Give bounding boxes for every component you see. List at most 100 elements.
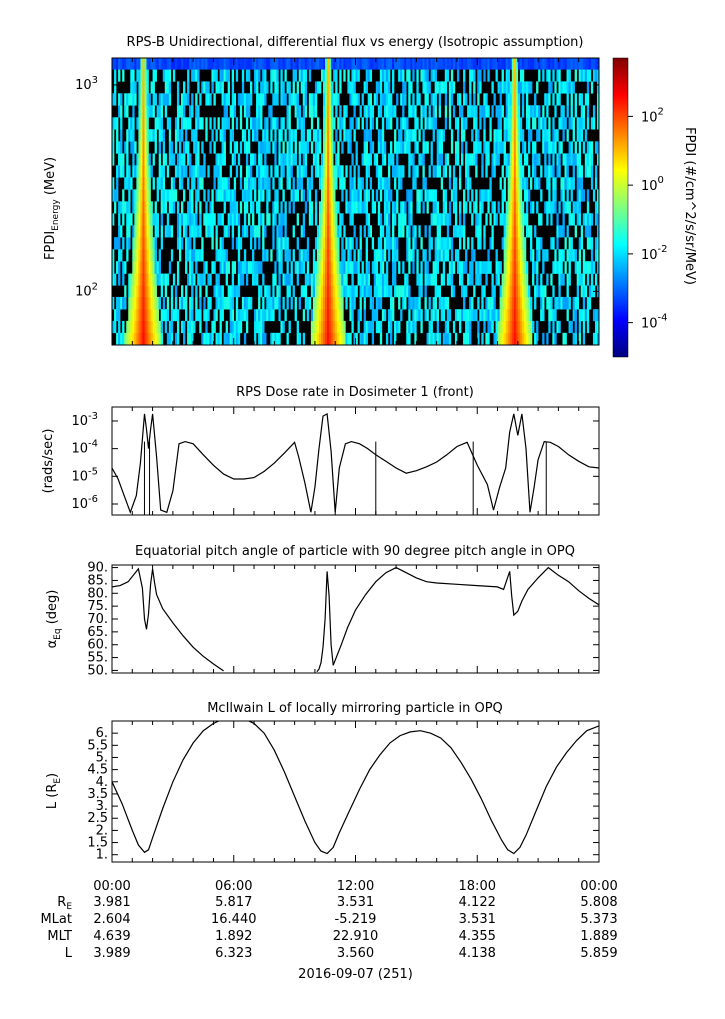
spectrogram-cell [503, 273, 506, 286]
spectrogram-cell [519, 309, 523, 322]
spectrogram-cell [375, 273, 379, 286]
spectrogram-cell [493, 141, 496, 154]
spectrogram-cell [345, 332, 348, 345]
spectrogram-cell [258, 141, 261, 154]
spectrogram-cell [588, 58, 592, 70]
spectrogram-cell [187, 177, 190, 190]
spectrogram-cell [578, 153, 582, 166]
spectrogram-cell [493, 93, 496, 106]
spectrogram-cell [402, 296, 405, 310]
spectrogram-cell [233, 213, 237, 226]
spectrogram-cell [485, 332, 488, 345]
spectrogram-cell [136, 117, 139, 130]
spectrogram-cell [219, 309, 222, 322]
spectrogram-cell [485, 309, 488, 322]
spectrogram-cell [349, 285, 352, 298]
spectrogram-cell [290, 189, 293, 202]
spectrogram-cell [304, 201, 308, 214]
spectrogram-cell [146, 320, 149, 334]
spectrogram-cell [335, 296, 338, 310]
spectrogram-cell [582, 189, 586, 202]
spectrogram-cell [534, 117, 537, 130]
spectrogram-cell [515, 93, 519, 106]
spectrogram-cell [207, 273, 210, 286]
spectrogram-cell [489, 213, 492, 226]
spectrogram-cell [256, 93, 259, 106]
spectrogram-cell [327, 261, 330, 274]
spectrogram-cell [314, 165, 318, 178]
spectrogram-cell [146, 93, 149, 106]
spectrogram-cell [146, 261, 149, 274]
spectrogram-cell [351, 69, 354, 82]
spectrogram-cell [588, 153, 592, 166]
spectrogram-cell [302, 225, 306, 238]
spectrogram-cell [278, 141, 281, 154]
spectrogram-cell [519, 153, 523, 166]
spectrogram-cell [150, 309, 153, 322]
spectrogram-cell [331, 332, 334, 345]
spectrogram-cell [552, 201, 555, 214]
ephemeris-cell: 2.604 [93, 912, 130, 927]
spectrogram-cell [483, 69, 486, 82]
spectrogram-cell [351, 320, 354, 334]
spectrogram-cell [505, 332, 508, 345]
spectrogram-cell [430, 58, 433, 70]
spectrogram-cell [590, 237, 594, 250]
spectrogram-cell [262, 237, 265, 250]
spectrogram-cell [404, 296, 407, 310]
spectrogram-cell [408, 320, 411, 334]
spectrogram-cell [381, 309, 385, 322]
spectrogram-cell [178, 249, 182, 262]
spectrogram-cell [233, 201, 237, 214]
spectrogram-cell [316, 81, 320, 94]
spectrogram-cell [353, 296, 356, 310]
spectrogram-cell [274, 296, 277, 310]
pitch-angle-x-ticks [111, 565, 600, 673]
spectrogram-cell [189, 117, 192, 130]
spectrogram-cell [501, 213, 504, 226]
spectrogram-cell [331, 153, 334, 166]
spectrogram-cell [527, 309, 531, 322]
spectrogram-cell [134, 285, 137, 298]
spectrogram-cell [280, 249, 283, 262]
spectrogram-cell [471, 58, 474, 70]
spectrogram-cell [349, 165, 352, 178]
spectrogram-cell [270, 81, 273, 94]
spectrogram-cell [381, 261, 385, 274]
spectrogram-cell [349, 249, 352, 262]
spectrogram-cell [438, 332, 442, 345]
spectrogram-cell [436, 153, 439, 166]
spectrogram-cell [239, 273, 243, 286]
dose-rate-x-ticks [111, 407, 600, 515]
spectrogram-cell [298, 105, 302, 118]
spectrogram-cell [369, 225, 373, 238]
spectrogram-cell [383, 189, 387, 202]
spectrogram-cell [335, 261, 338, 274]
spectrogram-cell [235, 237, 239, 250]
spectrogram-cell [355, 69, 358, 82]
spectrogram-cell [142, 165, 145, 178]
spectrogram-cell [379, 213, 383, 226]
spectrogram-cell [114, 309, 117, 322]
spectrogram-cell [266, 296, 269, 310]
spectrogram-cell [298, 58, 302, 70]
spectrogram-cell [140, 261, 143, 274]
spectrogram-cell [552, 153, 555, 166]
spectrogram-cell [566, 225, 569, 238]
spectrogram-cell [126, 105, 129, 118]
spectrogram-cell [365, 105, 368, 118]
spectrogram-cell [578, 93, 582, 106]
spectrogram-cell [519, 189, 523, 202]
ephemeris-row-label: MLat [40, 912, 72, 927]
spectrogram-cell [434, 93, 437, 106]
spectrogram-cell [554, 177, 557, 190]
spectrogram-cell [112, 58, 115, 70]
spectrogram-cell [479, 309, 482, 322]
spectrogram-cell [389, 105, 393, 118]
spectrogram-cell [134, 58, 137, 70]
spectrogram-cell [375, 309, 379, 322]
spectrogram-cell [513, 165, 517, 178]
spectrogram-cell [197, 273, 200, 286]
spectrogram-cell [187, 58, 190, 70]
spectrogram-cell [422, 153, 425, 166]
